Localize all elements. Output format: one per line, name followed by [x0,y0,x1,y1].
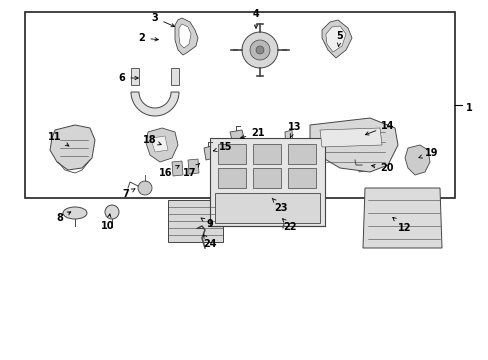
Text: 21: 21 [240,128,264,139]
Text: 17: 17 [183,163,200,178]
Polygon shape [325,26,346,52]
Polygon shape [287,168,315,188]
Polygon shape [218,168,245,188]
Text: 11: 11 [48,132,69,146]
Polygon shape [252,168,281,188]
Text: 6: 6 [119,73,138,83]
Polygon shape [152,136,168,152]
Text: 7: 7 [122,189,135,199]
Ellipse shape [63,207,87,219]
Polygon shape [146,128,178,162]
Text: 13: 13 [287,122,301,138]
Text: 3: 3 [151,13,174,27]
Polygon shape [285,130,293,170]
Polygon shape [229,130,244,140]
Polygon shape [175,18,198,55]
Text: 2: 2 [138,33,158,43]
Text: 24: 24 [203,235,216,249]
Text: 8: 8 [57,212,71,223]
Polygon shape [287,144,315,164]
Text: 22: 22 [282,219,296,232]
Polygon shape [362,188,441,248]
Polygon shape [187,159,199,174]
Text: 12: 12 [392,217,411,233]
Bar [25,12,454,198]
Ellipse shape [264,193,279,207]
Text: 16: 16 [159,166,179,178]
Polygon shape [50,125,95,170]
Ellipse shape [105,205,119,219]
Text: 23: 23 [272,198,287,213]
Polygon shape [252,144,281,164]
Polygon shape [357,158,370,172]
Circle shape [138,181,152,195]
Polygon shape [131,92,179,116]
Text: 10: 10 [101,214,115,231]
Polygon shape [321,20,351,58]
Text: 18: 18 [143,135,161,145]
Text: 20: 20 [371,163,393,173]
Circle shape [256,46,264,54]
Text: 15: 15 [213,142,232,152]
Polygon shape [203,146,214,160]
Polygon shape [215,193,319,223]
Polygon shape [172,161,183,176]
Polygon shape [404,145,429,175]
Polygon shape [209,138,325,226]
Text: 14: 14 [365,121,394,135]
Text: 19: 19 [418,148,438,158]
Polygon shape [131,68,139,85]
Polygon shape [179,24,191,48]
Text: 5: 5 [336,31,343,47]
Polygon shape [171,68,179,85]
Polygon shape [309,118,397,172]
Text: 4: 4 [252,9,259,28]
Text: 9: 9 [201,218,213,229]
Polygon shape [319,128,381,147]
Circle shape [249,40,269,60]
Polygon shape [168,200,223,242]
Polygon shape [218,144,245,164]
Circle shape [242,32,278,68]
Text: 1: 1 [465,103,472,113]
